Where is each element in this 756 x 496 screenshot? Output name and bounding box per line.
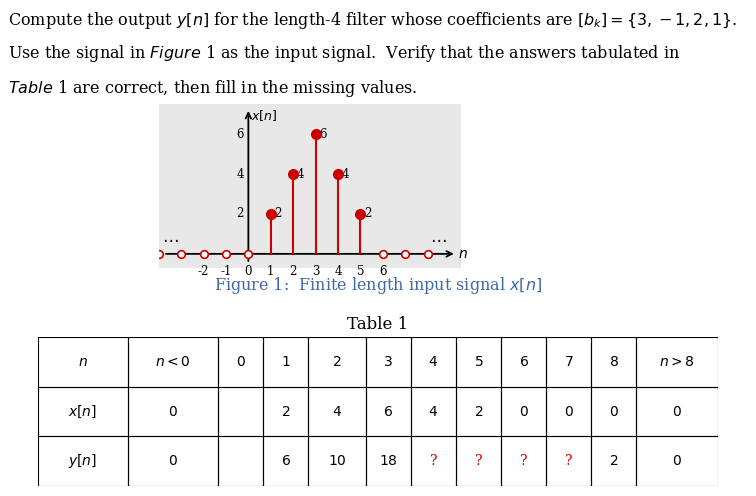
Text: 2: 2 bbox=[237, 207, 244, 220]
Bar bbox=[501, 387, 546, 436]
Text: $0$: $0$ bbox=[609, 405, 618, 419]
Text: $\cdots$: $\cdots$ bbox=[162, 230, 178, 248]
Bar bbox=[591, 337, 637, 387]
Bar bbox=[218, 337, 263, 387]
Text: Compute the output $y[n]$ for the length-4 filter whose coefficients are $[b_k] : Compute the output $y[n]$ for the length… bbox=[8, 9, 737, 31]
Bar bbox=[501, 436, 546, 486]
Bar bbox=[546, 436, 591, 486]
Text: $10$: $10$ bbox=[327, 454, 346, 468]
Text: 6: 6 bbox=[379, 265, 386, 278]
Text: $0$: $0$ bbox=[236, 355, 246, 369]
Text: 3: 3 bbox=[311, 265, 319, 278]
Text: 4: 4 bbox=[296, 168, 304, 181]
Text: -1: -1 bbox=[220, 265, 231, 278]
Bar bbox=[591, 436, 637, 486]
Bar bbox=[546, 337, 591, 387]
Text: 2: 2 bbox=[290, 265, 297, 278]
Text: 6: 6 bbox=[237, 127, 244, 140]
Bar bbox=[366, 387, 411, 436]
Text: $4$: $4$ bbox=[429, 405, 438, 419]
Text: $4$: $4$ bbox=[332, 405, 342, 419]
Bar bbox=[637, 436, 718, 486]
Bar bbox=[308, 387, 366, 436]
Text: $6$: $6$ bbox=[280, 454, 291, 468]
Bar bbox=[263, 387, 308, 436]
Text: $6$: $6$ bbox=[519, 355, 528, 369]
Text: ?: ? bbox=[429, 454, 437, 468]
Bar bbox=[456, 436, 501, 486]
Text: $2$: $2$ bbox=[609, 454, 618, 468]
Bar bbox=[263, 436, 308, 486]
Text: 2: 2 bbox=[364, 207, 371, 220]
Text: $7$: $7$ bbox=[564, 355, 573, 369]
Bar bbox=[128, 387, 218, 436]
Text: 2: 2 bbox=[274, 207, 281, 220]
Text: $18$: $18$ bbox=[379, 454, 398, 468]
Text: $\mathit{Table}$ 1 are correct, then fill in the missing values.: $\mathit{Table}$ 1 are correct, then fil… bbox=[8, 78, 417, 100]
Text: $6$: $6$ bbox=[383, 405, 393, 419]
Bar bbox=[38, 337, 128, 387]
Text: ?: ? bbox=[520, 454, 527, 468]
Text: Table 1: Table 1 bbox=[347, 316, 409, 333]
Text: $n$: $n$ bbox=[78, 355, 88, 369]
Bar bbox=[456, 337, 501, 387]
Bar bbox=[308, 436, 366, 486]
Text: $0$: $0$ bbox=[168, 454, 178, 468]
Text: -2: -2 bbox=[198, 265, 209, 278]
Bar bbox=[218, 436, 263, 486]
Text: Figure 1:  Finite length input signal $x[n]$: Figure 1: Finite length input signal $x[… bbox=[214, 275, 542, 296]
Text: $n>8$: $n>8$ bbox=[659, 355, 695, 369]
Bar bbox=[308, 337, 366, 387]
Text: $0$: $0$ bbox=[672, 405, 682, 419]
Text: $\cdots$: $\cdots$ bbox=[430, 230, 447, 248]
Bar bbox=[411, 337, 456, 387]
Text: $2$: $2$ bbox=[333, 355, 342, 369]
Text: Use the signal in $\mathit{Figure}$ 1 as the input signal.  Verify that the answ: Use the signal in $\mathit{Figure}$ 1 as… bbox=[8, 43, 680, 63]
Text: $n$: $n$ bbox=[458, 247, 468, 261]
Text: 4: 4 bbox=[334, 265, 342, 278]
Text: $x[n]$: $x[n]$ bbox=[251, 108, 277, 123]
Bar bbox=[411, 387, 456, 436]
Text: $n<0$: $n<0$ bbox=[155, 355, 191, 369]
Text: $1$: $1$ bbox=[281, 355, 290, 369]
Bar bbox=[128, 337, 218, 387]
Bar bbox=[263, 337, 308, 387]
Bar bbox=[637, 387, 718, 436]
Text: $y[n]$: $y[n]$ bbox=[68, 452, 98, 470]
Text: $5$: $5$ bbox=[474, 355, 483, 369]
Bar bbox=[411, 436, 456, 486]
Text: $0$: $0$ bbox=[168, 405, 178, 419]
Bar bbox=[38, 387, 128, 436]
Text: $0$: $0$ bbox=[564, 405, 574, 419]
Bar bbox=[128, 436, 218, 486]
Text: 5: 5 bbox=[357, 265, 364, 278]
Bar bbox=[546, 387, 591, 436]
Text: $x[n]$: $x[n]$ bbox=[68, 404, 98, 420]
Bar bbox=[366, 337, 411, 387]
Text: 0: 0 bbox=[245, 265, 252, 278]
Bar bbox=[456, 387, 501, 436]
Text: $0$: $0$ bbox=[672, 454, 682, 468]
Text: $0$: $0$ bbox=[519, 405, 528, 419]
Bar bbox=[38, 436, 128, 486]
Text: 6: 6 bbox=[319, 127, 327, 140]
Text: $2$: $2$ bbox=[474, 405, 483, 419]
Text: ?: ? bbox=[565, 454, 572, 468]
Text: $4$: $4$ bbox=[429, 355, 438, 369]
Bar bbox=[501, 337, 546, 387]
Text: 4: 4 bbox=[341, 168, 349, 181]
Text: ?: ? bbox=[475, 454, 482, 468]
Text: 1: 1 bbox=[267, 265, 274, 278]
Bar bbox=[218, 387, 263, 436]
Bar bbox=[637, 337, 718, 387]
Bar bbox=[366, 436, 411, 486]
Text: 4: 4 bbox=[237, 168, 244, 181]
Bar bbox=[591, 387, 637, 436]
Text: $8$: $8$ bbox=[609, 355, 618, 369]
Text: $3$: $3$ bbox=[383, 355, 393, 369]
Text: $2$: $2$ bbox=[281, 405, 290, 419]
